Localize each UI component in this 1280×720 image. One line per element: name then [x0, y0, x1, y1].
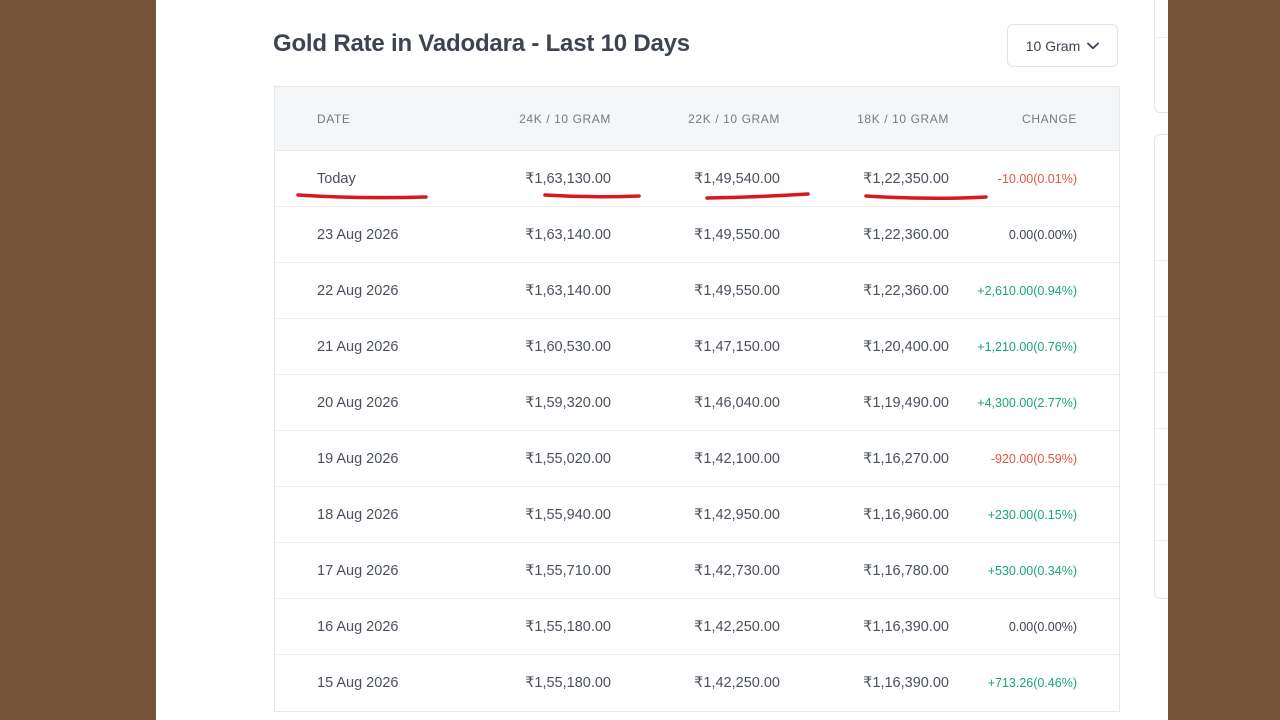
rate-24k-cell: ₹1,55,020.00 [525, 450, 611, 467]
change-cell: +2,610.00(0.94%) [977, 283, 1077, 298]
date-cell: 22 Aug 2026 [317, 282, 399, 299]
table-row: 17 Aug 2026 ₹1,55,710.00 ₹1,42,730.00 ₹1,16… [275, 543, 1119, 599]
rate-22k-cell: ₹1,42,250.00 [694, 618, 780, 635]
rate-24k-cell: ₹1,55,710.00 [525, 562, 611, 579]
rate-18k-cell: ₹1,16,960.00 [863, 506, 949, 523]
rate-24k-cell: ₹1,55,180.00 [525, 675, 611, 691]
table-row: 15 Aug 2026 ₹1,55,180.00 ₹1,42,250.00 ₹1,16… [275, 655, 1119, 711]
rate-22k-cell: ₹1,42,730.00 [694, 562, 780, 579]
table-header: DATE 24K / 10 GRAM 22K / 10 GRAM 18K / 1… [275, 87, 1119, 151]
date-cell: 23 Aug 2026 [317, 226, 399, 243]
rate-18k-cell: ₹1,22,350.00 [863, 170, 949, 187]
date-cell: 19 Aug 2026 [317, 450, 399, 467]
table-row: 19 Aug 2026 ₹1,55,020.00 ₹1,42,100.00 ₹1,16… [275, 431, 1119, 487]
chevron-down-icon [1087, 42, 1100, 50]
rate-18k-cell: ₹1,19,490.00 [863, 394, 949, 411]
rate-22k-cell: ₹1,49,550.00 [694, 226, 780, 243]
rate-22k-cell: ₹1,47,150.00 [694, 338, 780, 355]
rate-24k-cell: ₹1,63,140.00 [525, 226, 611, 243]
table-row: Today ₹1,63,130.00 ₹1,49,540.00 ₹1,22,350.0… [275, 151, 1119, 207]
rate-24k-cell: ₹1,55,180.00 [525, 618, 611, 635]
column-header-24k: 24K / 10 GRAM [519, 111, 611, 126]
column-header-change: CHANGE [1022, 111, 1077, 126]
date-cell: 17 Aug 2026 [317, 562, 399, 579]
unit-dropdown[interactable]: 10 Gram [1007, 24, 1118, 67]
side-panel-edge [1154, 0, 1168, 720]
change-cell: -920.00(0.59%) [990, 451, 1077, 466]
date-cell: 18 Aug 2026 [317, 506, 399, 523]
date-cell: Today [317, 170, 356, 187]
rate-24k-cell: ₹1,63,140.00 [525, 282, 611, 299]
date-cell: 21 Aug 2026 [317, 338, 399, 355]
rate-22k-cell: ₹1,42,100.00 [694, 450, 780, 467]
change-cell: +1,210.00(0.76%) [977, 339, 1077, 354]
rate-18k-cell: ₹1,22,360.00 [863, 226, 949, 243]
rate-22k-cell: ₹1,42,950.00 [694, 506, 780, 523]
side-card [1154, 0, 1168, 113]
table-row: 21 Aug 2026 ₹1,60,530.00 ₹1,47,150.00 ₹1,20… [275, 319, 1119, 375]
change-cell: +4,300.00(2.77%) [977, 395, 1077, 410]
rate-22k-cell: ₹1,42,250.00 [694, 675, 780, 691]
table-body: Today ₹1,63,130.00 ₹1,49,540.00 ₹1,22,350.0… [275, 151, 1119, 711]
column-header-18k: 18K / 10 GRAM [857, 111, 949, 126]
column-header-22k: 22K / 10 GRAM [688, 111, 780, 126]
rate-18k-cell: ₹1,22,360.00 [863, 282, 949, 299]
rate-24k-cell: ₹1,55,940.00 [525, 506, 611, 523]
change-cell: +530.00(0.34%) [987, 563, 1077, 578]
rate-18k-cell: ₹1,16,780.00 [863, 562, 949, 579]
date-cell: 16 Aug 2026 [317, 618, 399, 635]
table-row: 20 Aug 2026 ₹1,59,320.00 ₹1,46,040.00 ₹1,19… [275, 375, 1119, 431]
date-cell: 20 Aug 2026 [317, 394, 399, 411]
table-row: 22 Aug 2026 ₹1,63,140.00 ₹1,49,550.00 ₹1,22… [275, 263, 1119, 319]
column-header-date: DATE [317, 111, 351, 126]
date-cell: 15 Aug 2026 [317, 675, 399, 691]
unit-dropdown-value: 10 Gram [1025, 37, 1081, 54]
table-row: 23 Aug 2026 ₹1,63,140.00 ₹1,49,550.00 ₹1,22… [275, 207, 1119, 263]
change-cell: +713.26(0.46%) [987, 676, 1077, 690]
rate-22k-cell: ₹1,46,040.00 [694, 394, 780, 411]
rate-24k-cell: ₹1,60,530.00 [525, 338, 611, 355]
gold-rate-table: DATE 24K / 10 GRAM 22K / 10 GRAM 18K / 1… [274, 86, 1120, 712]
change-cell: -10.00(0.01%) [997, 171, 1077, 186]
rate-24k-cell: ₹1,59,320.00 [525, 394, 611, 411]
rate-18k-cell: ₹1,20,400.00 [863, 338, 949, 355]
rate-18k-cell: ₹1,16,390.00 [863, 675, 949, 691]
rate-22k-cell: ₹1,49,540.00 [694, 170, 780, 187]
content-panel: Gold Rate in Vadodara - Last 10 Days 10 … [156, 0, 1168, 720]
rate-18k-cell: ₹1,16,390.00 [863, 618, 949, 635]
rate-24k-cell: ₹1,63,130.00 [525, 170, 611, 187]
page-title: Gold Rate in Vadodara - Last 10 Days [273, 30, 690, 57]
rate-18k-cell: ₹1,16,270.00 [863, 450, 949, 467]
change-cell: +230.00(0.15%) [987, 507, 1077, 522]
table-row: 16 Aug 2026 ₹1,55,180.00 ₹1,42,250.00 ₹1,16… [275, 599, 1119, 655]
change-cell: 0.00(0.00%) [1008, 227, 1077, 242]
rate-22k-cell: ₹1,49,550.00 [694, 282, 780, 299]
change-cell: 0.00(0.00%) [1008, 619, 1077, 634]
table-row: 18 Aug 2026 ₹1,55,940.00 ₹1,42,950.00 ₹1,16… [275, 487, 1119, 543]
side-card [1154, 134, 1168, 599]
